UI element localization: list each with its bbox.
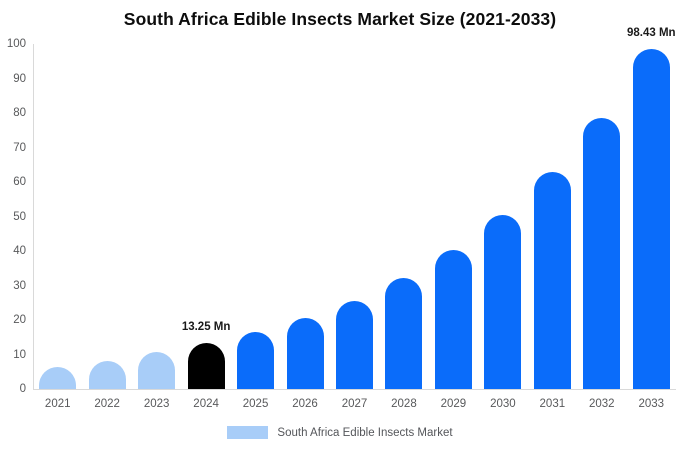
annotation-2024: 13.25 Mn — [181, 321, 231, 334]
x-label-2023: 2023 — [143, 398, 170, 410]
bar-2032[interactable] — [583, 117, 621, 389]
x-label-2033: 2033 — [638, 398, 665, 410]
y-tick-0: 0 — [19, 383, 26, 395]
y-tick-30: 30 — [13, 279, 26, 292]
x-label-2028: 2028 — [391, 398, 417, 410]
y-tick-60: 60 — [13, 176, 26, 188]
bar-2028[interactable] — [385, 277, 423, 389]
bar-2027[interactable] — [336, 301, 373, 389]
legend[interactable]: South Africa Edible Insects Market — [0, 426, 680, 439]
bar-2031[interactable] — [533, 171, 571, 389]
x-label-2032: 2032 — [588, 398, 615, 410]
bar-2025[interactable] — [237, 331, 275, 389]
x-label-2026: 2026 — [292, 398, 318, 410]
y-tick-70: 70 — [13, 141, 26, 154]
x-axis-line — [33, 389, 676, 390]
x-label-2029: 2029 — [440, 398, 467, 410]
y-tick-10: 10 — [13, 348, 26, 361]
bar-2033[interactable] — [632, 49, 670, 389]
x-label-2021: 2021 — [44, 398, 71, 410]
y-tick-20: 20 — [13, 314, 26, 326]
bar-2021[interactable] — [39, 366, 77, 389]
y-axis-line — [33, 44, 34, 389]
x-label-2030: 2030 — [490, 398, 516, 410]
bar-2022[interactable] — [88, 361, 126, 389]
x-label-2024: 2024 — [193, 398, 219, 410]
x-label-2031: 2031 — [539, 398, 566, 410]
bar-2024[interactable] — [187, 343, 225, 389]
x-label-2025: 2025 — [242, 398, 269, 410]
bar-2026[interactable] — [286, 317, 324, 389]
bar-2029[interactable] — [434, 249, 472, 389]
y-tick-50: 50 — [13, 210, 26, 223]
legend-swatch — [227, 426, 269, 439]
legend-label: South Africa Edible Insects Market — [277, 426, 453, 439]
x-label-2022: 2022 — [94, 398, 120, 410]
chart-title: South Africa Edible Insects Market Size … — [123, 9, 557, 29]
x-label-2027: 2027 — [341, 398, 368, 410]
bar-2023[interactable] — [138, 352, 176, 389]
annotation-2033: 98.43 Mn — [626, 27, 676, 40]
y-tick-90: 90 — [13, 72, 26, 85]
y-tick-100: 100 — [6, 38, 26, 50]
bar-2030[interactable] — [484, 215, 522, 389]
y-tick-40: 40 — [13, 245, 26, 257]
y-tick-80: 80 — [13, 107, 26, 119]
